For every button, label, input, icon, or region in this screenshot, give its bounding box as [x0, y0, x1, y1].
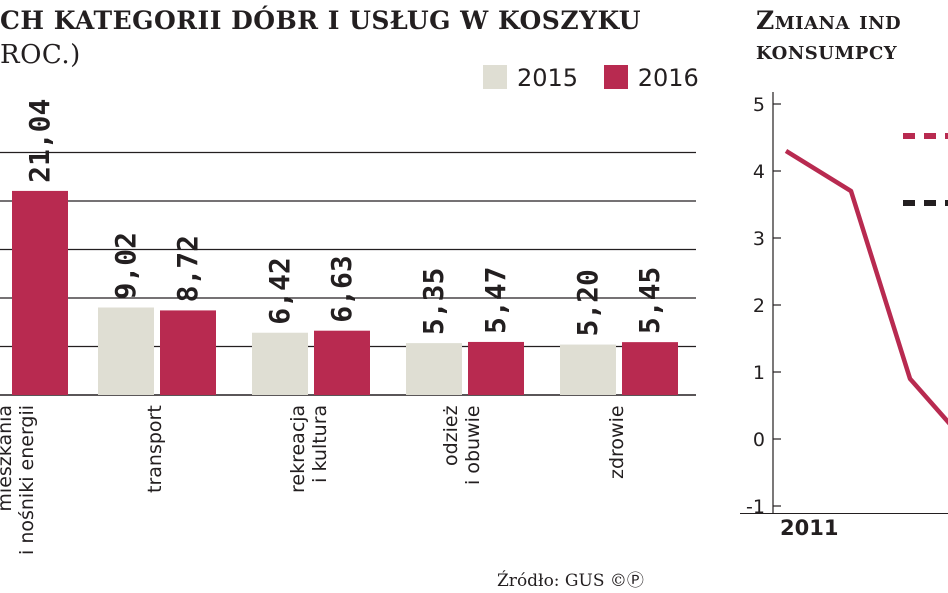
data-label-2016-1: 21,04 — [23, 99, 56, 183]
bar-2016-5 — [622, 342, 678, 395]
source-note: Źródło: GUS ©Ⓟ — [497, 571, 644, 591]
legend-swatch-2015 — [483, 65, 507, 89]
chart-legend: 2015 2016 — [483, 64, 717, 92]
bar-2016-1 — [12, 190, 68, 395]
bar-2015-2 — [98, 307, 154, 395]
y-tick-label: 0 — [753, 429, 765, 451]
right-chart-title-line2: konsumpcy — [756, 36, 898, 65]
y-tick-label: 3 — [753, 228, 765, 250]
bar-2015-3 — [252, 332, 308, 395]
bar-2015-4 — [406, 343, 462, 395]
y-tick-label: 1 — [753, 362, 765, 384]
bar-2016-4 — [468, 341, 524, 395]
bar-chart: 9,02 6,42 5,35 5,20 21,04 8,72 6,63 5,47 5,45 — [0, 99, 696, 396]
legend-label-2016: 2016 — [637, 64, 699, 92]
legend-label-2015: 2015 — [517, 64, 579, 92]
data-label-2016-5: 5,45 — [633, 267, 666, 334]
data-label-2015-4: 5,35 — [417, 268, 450, 335]
y-tick-label: -1 — [746, 496, 765, 518]
data-label-2015-3: 6,42 — [263, 257, 296, 324]
y-tick-label: 4 — [753, 161, 765, 183]
bar-2016-2 — [160, 310, 216, 395]
legend-swatch-2016 — [603, 65, 628, 89]
right-chart-title-line1: Zmiana ind — [756, 6, 902, 35]
data-label-2016-4: 5,47 — [479, 267, 512, 334]
line-series — [784, 148, 948, 426]
data-label-2016-3: 6,63 — [325, 255, 358, 322]
left-chart-title-line2: ROC.) — [0, 40, 81, 70]
data-label-2016-2: 8,72 — [171, 235, 204, 302]
y-tick-label: 2 — [753, 295, 765, 317]
bar-2016-3 — [314, 330, 370, 395]
data-label-2015-2: 9,02 — [109, 232, 142, 299]
line-chart-x-label: 2011 — [780, 516, 839, 540]
bar-2015-5 — [560, 344, 616, 395]
data-label-2015-5: 5,20 — [571, 269, 604, 336]
line-chart-baseline — [740, 513, 948, 514]
y-tick-label: 5 — [753, 94, 765, 116]
left-chart-title-line1: CH KATEGORII DÓBR I USŁUG W KOSZYKU — [0, 6, 642, 35]
